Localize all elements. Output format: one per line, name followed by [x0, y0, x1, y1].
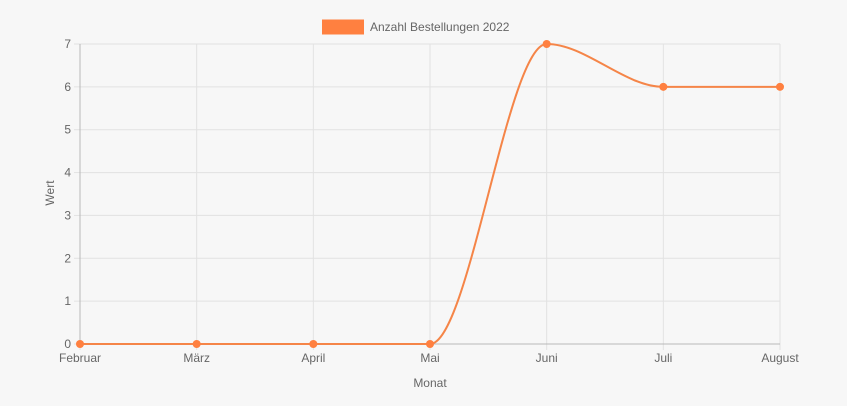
- y-tick-label: 4: [64, 166, 71, 180]
- legend-label[interactable]: Anzahl Bestellungen 2022: [370, 20, 510, 34]
- x-tick-label: Februar: [59, 351, 101, 365]
- data-point: [192, 340, 201, 348]
- y-tick-label: 0: [64, 337, 71, 351]
- x-tick-label: Mai: [420, 351, 439, 365]
- x-tick-label: Juni: [536, 351, 558, 365]
- x-tick-label: August: [761, 351, 799, 365]
- data-point: [76, 340, 84, 348]
- x-tick-label: April: [301, 351, 325, 365]
- y-tick-label: 3: [64, 208, 71, 222]
- y-tick-label: 7: [64, 37, 71, 51]
- x-tick-label: Juli: [654, 351, 672, 365]
- y-tick-label: 5: [64, 123, 71, 137]
- x-tick-label: März: [183, 351, 210, 365]
- chart-legend[interactable]: Anzahl Bestellungen 2022: [322, 19, 510, 35]
- series-line-anzahl-bestellungen: [79, 42, 780, 346]
- x-axis-ticks: Februar März April Mai Juni Juli August: [59, 351, 799, 365]
- y-tick-label: 1: [64, 294, 71, 308]
- grid-lines: [74, 43, 781, 350]
- legend-swatch[interactable]: [322, 19, 364, 35]
- data-point: [776, 82, 784, 91]
- y-axis-label: Wert: [43, 180, 57, 206]
- data-point: [426, 340, 434, 348]
- y-tick-label: 2: [64, 251, 71, 265]
- x-axis-label: Monat: [413, 376, 447, 390]
- data-point: [309, 340, 318, 348]
- y-tick-label: 6: [64, 80, 71, 94]
- y-axis-ticks: 0 1 2 3 4 5 6 7: [64, 37, 71, 351]
- series-points: [76, 40, 784, 348]
- data-point: [542, 40, 551, 48]
- data-point: [659, 82, 668, 91]
